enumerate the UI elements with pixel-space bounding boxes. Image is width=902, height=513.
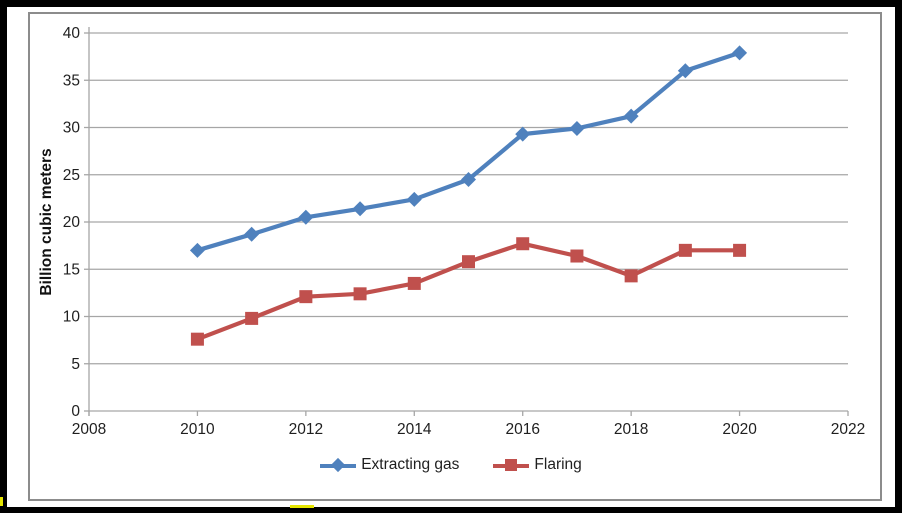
y-tick-label: 20 xyxy=(63,214,81,231)
data-point-square xyxy=(733,243,747,257)
data-point-square xyxy=(245,311,259,325)
data-point-square xyxy=(624,269,638,283)
x-tick-label: 2022 xyxy=(831,421,865,438)
data-point-diamond xyxy=(406,191,422,207)
y-tick-label: 10 xyxy=(63,309,81,326)
data-point-diamond xyxy=(298,209,314,225)
data-point-diamond xyxy=(569,120,585,136)
legend-item-extracting-gas: Extracting gas xyxy=(320,456,459,474)
data-point-square xyxy=(190,332,204,346)
data-point-diamond xyxy=(352,201,368,217)
x-tick-label: 2008 xyxy=(72,421,106,438)
left-yellow-accent xyxy=(0,497,3,506)
square-marker-icon xyxy=(505,458,518,471)
legend: Extracting gas Flaring xyxy=(0,456,902,474)
x-tick-label: 2016 xyxy=(505,421,539,438)
y-tick-label: 0 xyxy=(71,403,80,420)
data-point-square xyxy=(516,237,530,251)
data-point-square xyxy=(407,276,421,290)
x-tick-label: 2012 xyxy=(289,421,323,438)
data-point-diamond xyxy=(677,63,693,79)
legend-label-extracting-gas: Extracting gas xyxy=(361,456,460,473)
y-axis-title: Billion cubic meters xyxy=(38,148,55,296)
y-tick-label: 25 xyxy=(63,167,80,184)
extracting-gas-line-sample xyxy=(320,457,357,473)
legend-item-flaring: Flaring xyxy=(493,456,582,474)
data-point-diamond xyxy=(244,226,260,242)
y-tick-label: 35 xyxy=(63,72,80,89)
bottom-yellow-accent xyxy=(290,505,314,508)
x-tick-label: 2014 xyxy=(397,421,432,438)
data-point-square xyxy=(353,287,367,301)
data-point-square xyxy=(462,255,475,269)
y-tick-label: 30 xyxy=(63,120,81,137)
data-point-diamond xyxy=(732,45,748,61)
data-point-diamond xyxy=(461,171,476,187)
data-point-diamond xyxy=(515,126,531,142)
y-tick-label: 5 xyxy=(71,356,80,373)
x-tick-label: 2018 xyxy=(614,421,648,438)
legend-label-flaring: Flaring xyxy=(534,456,582,473)
series-line-diamond xyxy=(195,50,742,253)
data-point-diamond xyxy=(623,108,639,124)
data-point-diamond xyxy=(189,242,205,258)
data-point-square xyxy=(299,290,313,304)
data-point-square xyxy=(678,243,692,257)
flaring-line-sample xyxy=(493,458,530,473)
y-tick-label: 15 xyxy=(63,261,80,278)
data-point-square xyxy=(570,249,584,263)
y-tick-label: 40 xyxy=(63,25,81,42)
x-tick-label: 2010 xyxy=(180,421,215,438)
diamond-marker-icon xyxy=(331,457,346,472)
x-tick-label: 2020 xyxy=(722,421,757,438)
